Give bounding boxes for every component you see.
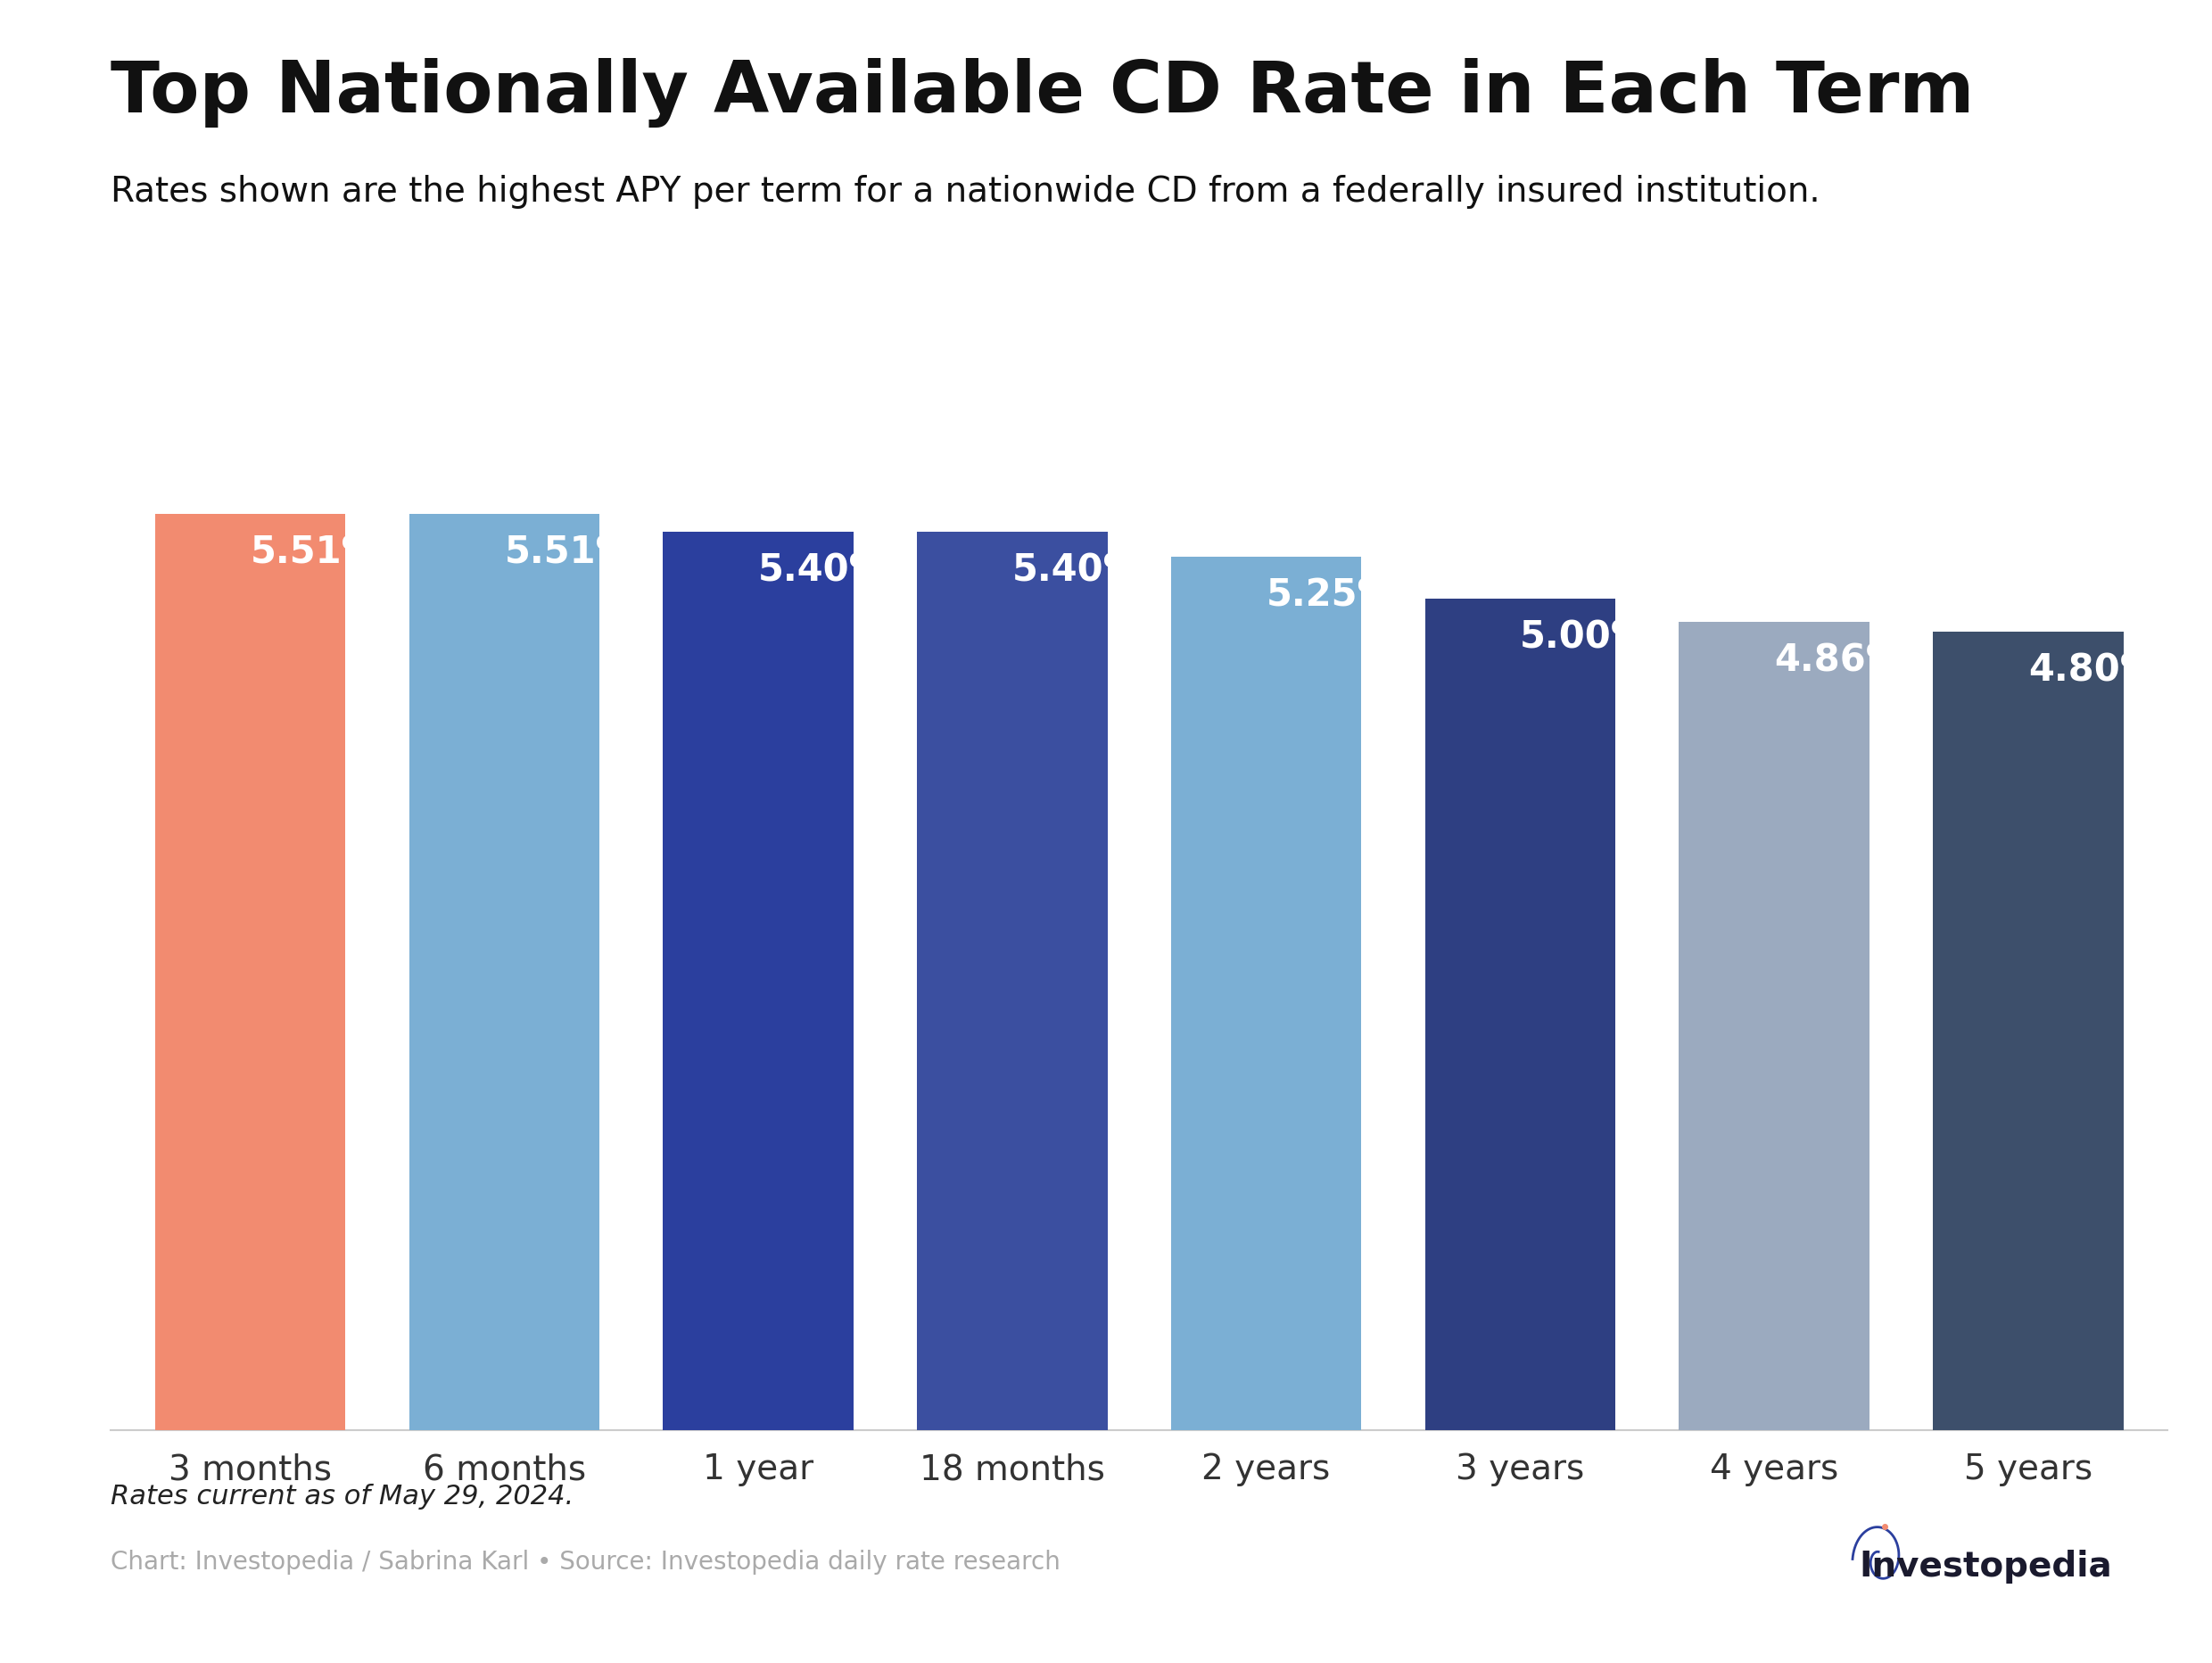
Bar (918, 532, 1108, 1430)
Bar (1425, 599, 1615, 1430)
Text: Chart: Investopedia / Sabrina Karl • Source: Investopedia daily rate research: Chart: Investopedia / Sabrina Karl • Sou… (111, 1550, 1060, 1575)
Text: Rates shown are the highest APY per term for a nationwide CD from a federally in: Rates shown are the highest APY per term… (111, 175, 1820, 208)
Bar (1679, 622, 1869, 1430)
Bar (1933, 632, 2124, 1430)
Text: Rates current as of May 29, 2024.: Rates current as of May 29, 2024. (111, 1483, 573, 1510)
Text: 4.80%: 4.80% (2028, 652, 2157, 690)
Text: 5.40%: 5.40% (759, 552, 887, 590)
Text: 5.00%: 5.00% (1520, 619, 1648, 657)
Text: Investopedia: Investopedia (1860, 1550, 2112, 1583)
Bar (409, 514, 599, 1430)
Bar (1170, 557, 1360, 1430)
Text: 5.51%: 5.51% (250, 534, 378, 572)
Text: Top Nationally Available CD Rate in Each Term: Top Nationally Available CD Rate in Each… (111, 58, 1973, 128)
Text: 5.51%: 5.51% (504, 534, 633, 572)
Text: 4.86%: 4.86% (1774, 642, 1902, 680)
Text: 5.25%: 5.25% (1265, 577, 1396, 615)
Bar (155, 514, 345, 1430)
Bar (664, 532, 854, 1430)
Text: 5.40%: 5.40% (1013, 552, 1141, 590)
